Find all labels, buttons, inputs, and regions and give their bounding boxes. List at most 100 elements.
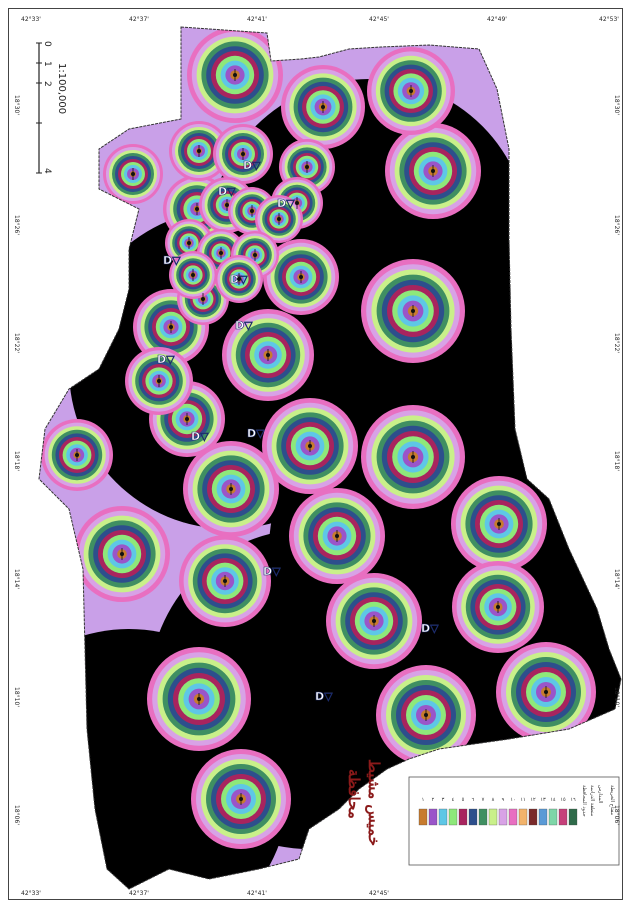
legend-swatch bbox=[488, 808, 498, 826]
legend-note-1: المدارس bbox=[597, 785, 603, 803]
legend-swatch bbox=[428, 808, 438, 826]
right-tick-label: 18°06' bbox=[613, 805, 620, 825]
legend-swatch-label: ١٠ bbox=[510, 797, 515, 803]
legend-swatch-label: ٥ bbox=[462, 797, 465, 803]
bottom-tick-label: 42°45' bbox=[369, 890, 389, 897]
legend-note-3-group: حدود المحافظة bbox=[581, 785, 587, 817]
right-tick-label: 18°30' bbox=[613, 95, 620, 115]
top-tick-label: 42°33' bbox=[21, 16, 41, 23]
school-marker-label: D▽ bbox=[235, 319, 253, 332]
left-tick-group: 18°10' bbox=[13, 687, 20, 707]
legend-swatches: ١ ٢ ٣ ٤ ٥ ٦ ٧ ٨ ٩ ١٠ ١١ ١٢ ١٣ ١٤ ١٥ ١٦ bbox=[418, 797, 578, 826]
right-tick-group: 18°26' bbox=[613, 215, 620, 235]
legend-title: مفتاح الخريطة bbox=[609, 785, 615, 815]
school-marker-label: D▽ bbox=[277, 197, 295, 210]
legend-swatch-label: ٩ bbox=[502, 797, 505, 803]
right-tick-label: 18°22' bbox=[613, 333, 620, 353]
legend-swatch-label: ١٤ bbox=[550, 797, 556, 803]
legend-swatch-label: ٧ bbox=[482, 797, 485, 803]
background-band bbox=[563, 623, 575, 635]
governorate-label-line1: محافظة bbox=[345, 769, 363, 819]
top-tick-label: 42°49' bbox=[487, 16, 507, 23]
governorate-boundary bbox=[38, 26, 622, 890]
top-tick-label: 42°41' bbox=[247, 16, 267, 23]
scale-tick-4: 4 bbox=[42, 168, 52, 174]
legend-swatch bbox=[558, 808, 568, 826]
bottom-tick-label: 42°41' bbox=[247, 890, 267, 897]
background-band bbox=[483, 333, 495, 345]
legend-swatch bbox=[568, 808, 578, 826]
legend-swatch-label: ١ bbox=[422, 797, 425, 803]
top-tick-label: 42°37' bbox=[129, 16, 149, 23]
legend-swatch-label: ١٥ bbox=[560, 797, 566, 803]
right-tick-group: 18°06' bbox=[613, 805, 620, 825]
background-band bbox=[303, 683, 315, 695]
right-tick-group: 18°10' bbox=[613, 687, 620, 707]
school-centers bbox=[75, 69, 548, 805]
left-tick-label: 18°22' bbox=[13, 333, 20, 353]
graticule-ticks: 42°33' 42°37' 42°41' 42°45' 42°49' 42°53' 42°3… bbox=[13, 16, 620, 897]
legend-swatch bbox=[548, 808, 558, 826]
top-tick-label: 42°45' bbox=[369, 16, 389, 23]
left-tick-label: 18°10' bbox=[13, 687, 20, 707]
left-tick-label: 18°26' bbox=[13, 215, 20, 235]
left-tick-label: 18°18' bbox=[13, 451, 20, 471]
legend: ١ ٢ ٣ ٤ ٥ ٦ ٧ ٨ ٩ ١٠ ١١ ١٢ ١٣ ١٤ ١٥ ١٦ مفتاح الخريطة ال… bbox=[408, 776, 620, 866]
bottom-tick-label: 42°37' bbox=[129, 890, 149, 897]
map-frame: D▽D▽D▽D▽D▽D▽D▽D▽D▽D▽D▽D▽ 0 1 2 4 1:100,0… bbox=[8, 8, 623, 900]
left-tick-group: 18°30' bbox=[13, 95, 20, 115]
scale-tick-0: 0 bbox=[42, 41, 52, 47]
left-tick-group: 18°14' bbox=[13, 569, 20, 589]
left-tick-group: 18°26' bbox=[13, 215, 20, 235]
legend-swatch bbox=[538, 808, 548, 826]
legend-swatch bbox=[478, 808, 488, 826]
scale-bar: 0 1 2 4 1:100,000 bbox=[36, 41, 67, 174]
left-tick-label: 18°30' bbox=[13, 95, 20, 115]
legend-note-2-group: منطقة الدراسة bbox=[589, 785, 595, 817]
left-tick-group: 18°22' bbox=[13, 333, 20, 353]
map-canvas[interactable]: D▽D▽D▽D▽D▽D▽D▽D▽D▽D▽D▽D▽ 0 1 2 4 1:100,0… bbox=[9, 9, 623, 900]
school-marker-label: D▽ bbox=[243, 159, 261, 172]
legend-swatch bbox=[438, 808, 448, 826]
legend-note-1-group: المدارس bbox=[597, 785, 603, 803]
school-markers: D▽D▽D▽D▽D▽D▽D▽D▽D▽D▽D▽D▽ bbox=[157, 159, 440, 704]
left-tick-group: 18°18' bbox=[13, 451, 20, 471]
scale-tick-1: 1 bbox=[42, 61, 52, 67]
legend-swatch-label: ١٦ bbox=[570, 797, 576, 803]
school-marker-label: D▽ bbox=[157, 353, 175, 366]
right-tick-label: 18°26' bbox=[613, 215, 620, 235]
legend-swatch bbox=[468, 808, 478, 826]
legend-swatch-label: ١١ bbox=[520, 797, 525, 803]
legend-swatch bbox=[458, 808, 468, 826]
legend-note-3: حدود المحافظة bbox=[581, 785, 587, 817]
governorate-label-line2: خميس مشيط bbox=[365, 759, 383, 846]
legend-swatch bbox=[448, 808, 458, 826]
legend-swatch-label: ١٢ bbox=[530, 797, 536, 803]
legend-swatch-label: ٣ bbox=[442, 797, 445, 803]
top-tick-label: 42°53' bbox=[599, 16, 619, 23]
scale-tick-2: 2 bbox=[42, 81, 52, 87]
legend-title-group: مفتاح الخريطة bbox=[609, 785, 615, 815]
right-tick-label: 18°18' bbox=[613, 451, 620, 471]
left-tick-label: 18°14' bbox=[13, 569, 20, 589]
legend-swatch-label: ٨ bbox=[492, 797, 495, 803]
right-tick-label: 18°14' bbox=[613, 569, 620, 589]
legend-swatch bbox=[528, 808, 538, 826]
school-marker-label: D▽ bbox=[191, 430, 209, 443]
right-tick-label: 18°10' bbox=[613, 687, 620, 707]
legend-swatch-label: ٢ bbox=[432, 797, 435, 803]
legend-swatch bbox=[508, 808, 518, 826]
legend-swatch-label: ٦ bbox=[472, 797, 475, 803]
school-marker-label: D▽ bbox=[421, 622, 439, 635]
governorate-label: محافظة خميس مشيط bbox=[345, 759, 383, 846]
right-tick-group: 18°22' bbox=[613, 333, 620, 353]
school-marker-label: D▽ bbox=[218, 185, 236, 198]
school-marker-label: D▽ bbox=[315, 690, 333, 703]
right-tick-group: 18°30' bbox=[613, 95, 620, 115]
scale-ratio: 1:100,000 bbox=[56, 63, 67, 114]
legend-note-2: منطقة الدراسة bbox=[589, 785, 595, 817]
school-marker-label: D▽ bbox=[247, 427, 265, 440]
right-tick-group: 18°18' bbox=[613, 451, 620, 471]
school-marker-label: D▽ bbox=[263, 565, 281, 578]
legend-swatch bbox=[498, 808, 508, 826]
